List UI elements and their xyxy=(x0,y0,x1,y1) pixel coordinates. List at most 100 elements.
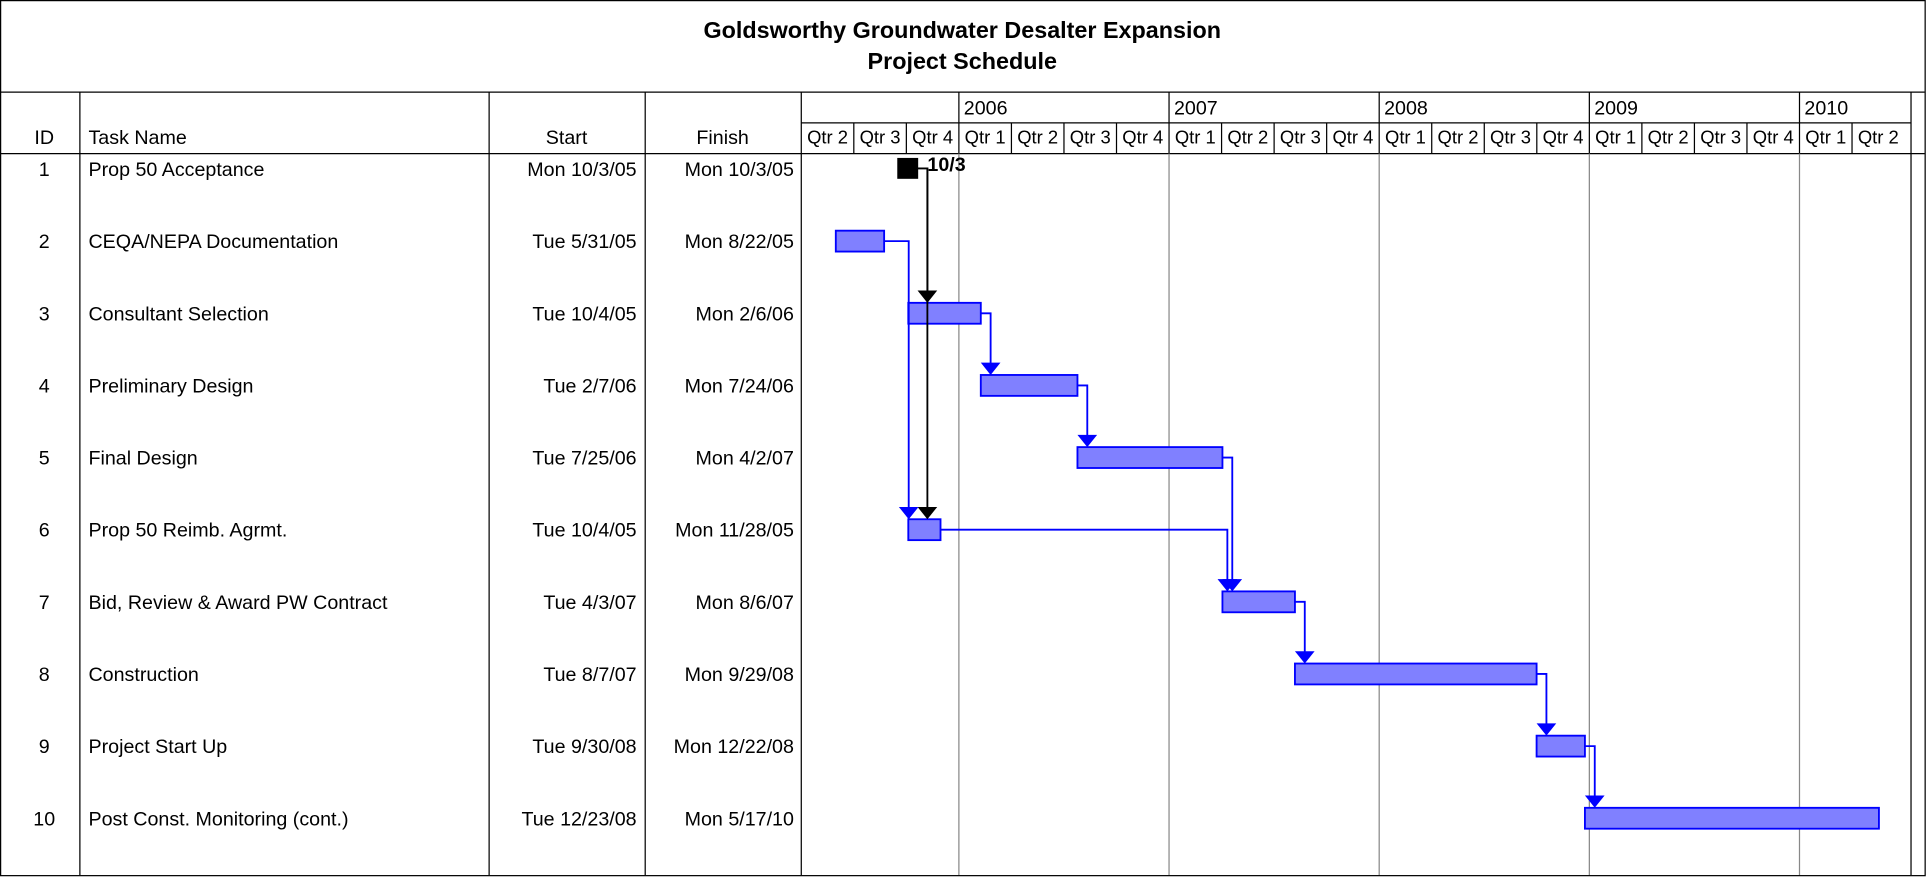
col-header: ID xyxy=(34,127,54,149)
link-arrow xyxy=(1077,434,1098,448)
task-start: Tue 5/31/05 xyxy=(532,231,636,253)
task-finish: Mon 2/6/06 xyxy=(696,303,794,325)
col-header: Finish xyxy=(696,127,748,149)
task-bar xyxy=(907,301,982,325)
col-header: Task Name xyxy=(88,127,186,149)
task-bar xyxy=(907,518,942,542)
task-bar xyxy=(1294,662,1538,686)
link xyxy=(1222,456,1234,581)
task-start: Tue 8/7/07 xyxy=(543,664,636,686)
link xyxy=(1536,673,1548,725)
subtitle: Project Schedule xyxy=(868,48,1057,74)
quarter-label: Qtr 3 xyxy=(1280,127,1321,148)
task-id: 8 xyxy=(39,664,50,686)
quarter-label: Qtr 4 xyxy=(1753,127,1794,148)
task-id: 4 xyxy=(39,375,50,397)
quarter-label: Qtr 2 xyxy=(807,127,848,148)
task-bar xyxy=(1221,590,1296,614)
quarter-label: Qtr 1 xyxy=(1385,127,1426,148)
quarter-label: Qtr 2 xyxy=(1227,127,1268,148)
milestone-label: 10/3 xyxy=(927,154,965,176)
quarter-label: Qtr 1 xyxy=(965,127,1006,148)
quarter-label: Qtr 2 xyxy=(1438,127,1479,148)
year-label: 2009 xyxy=(1594,98,1638,120)
year-label: 2007 xyxy=(1174,98,1218,120)
year-label: 2010 xyxy=(1804,98,1848,120)
quarter-label: Qtr 4 xyxy=(1543,127,1584,148)
link-arrow xyxy=(1584,795,1605,808)
task-bar xyxy=(1583,806,1880,830)
task-finish: Mon 5/17/10 xyxy=(685,808,794,830)
task-finish: Mon 10/3/05 xyxy=(685,159,794,181)
task-start: Mon 10/3/05 xyxy=(527,159,636,181)
link xyxy=(940,528,1229,581)
quarter-label: Qtr 4 xyxy=(1332,127,1373,148)
task-name: Project Start Up xyxy=(88,736,227,758)
link xyxy=(1584,745,1596,797)
task-id: 10 xyxy=(33,808,55,830)
link-arrow xyxy=(1294,651,1315,664)
task-start: Tue 10/4/05 xyxy=(532,303,636,325)
quarter-label: Qtr 3 xyxy=(1070,127,1111,148)
link xyxy=(1294,600,1306,653)
task-bar xyxy=(834,229,886,253)
task-name: Construction xyxy=(88,664,198,686)
task-finish: Mon 8/6/07 xyxy=(696,592,794,614)
task-bar xyxy=(1535,734,1586,758)
task-id: 7 xyxy=(39,592,50,614)
task-start: Tue 4/3/07 xyxy=(543,592,636,614)
link xyxy=(884,240,910,509)
task-name: Final Design xyxy=(88,448,197,470)
task-start: Tue 7/25/06 xyxy=(532,448,636,470)
task-start: Tue 2/7/06 xyxy=(543,375,636,397)
quarter-label: Qtr 2 xyxy=(1648,127,1689,148)
task-finish: Mon 8/22/05 xyxy=(685,231,794,253)
task-name: Consultant Selection xyxy=(88,303,268,325)
task-name: CEQA/NEPA Documentation xyxy=(88,231,338,253)
task-finish: Mon 9/29/08 xyxy=(685,664,794,686)
task-name: Preliminary Design xyxy=(88,375,253,397)
link-arrow xyxy=(898,506,919,520)
task-finish: Mon 12/22/08 xyxy=(674,736,794,758)
link xyxy=(980,312,992,364)
task-finish: Mon 11/28/05 xyxy=(675,520,794,542)
col-header: Start xyxy=(546,127,588,149)
milestone xyxy=(897,157,919,179)
quarter-label: Qtr 4 xyxy=(1122,127,1163,148)
link xyxy=(917,167,929,509)
link xyxy=(1077,384,1089,437)
year-label: 2006 xyxy=(964,98,1008,120)
task-id: 5 xyxy=(39,448,50,470)
task-id: 3 xyxy=(39,303,50,325)
quarter-label: Qtr 1 xyxy=(1175,127,1216,148)
quarter-label: Qtr 3 xyxy=(1700,127,1741,148)
task-id: 6 xyxy=(39,520,50,542)
link-arrow xyxy=(1217,579,1238,592)
quarter-label: Qtr 2 xyxy=(1017,127,1058,148)
task-start: Tue 10/4/05 xyxy=(532,520,636,542)
title: Goldsworthy Groundwater Desalter Expansi… xyxy=(703,17,1221,43)
quarter-label: Qtr 4 xyxy=(912,127,953,148)
quarter-label: Qtr 3 xyxy=(860,127,901,148)
task-id: 2 xyxy=(39,231,50,253)
task-bar xyxy=(979,374,1079,397)
task-name: Prop 50 Acceptance xyxy=(88,159,264,181)
task-start: Tue 9/30/08 xyxy=(532,736,636,758)
task-finish: Mon 4/2/07 xyxy=(696,448,794,470)
task-finish: Mon 7/24/06 xyxy=(685,375,794,397)
task-name: Bid, Review & Award PW Contract xyxy=(88,592,387,614)
task-id: 9 xyxy=(39,736,50,758)
task-id: 1 xyxy=(39,159,50,181)
link-arrow xyxy=(980,362,1001,375)
quarter-label: Qtr 1 xyxy=(1595,127,1636,148)
task-name: Post Const. Monitoring (cont.) xyxy=(88,808,348,830)
task-bar xyxy=(1076,446,1224,469)
year-label: 2008 xyxy=(1384,98,1428,120)
link xyxy=(917,167,929,292)
link-arrow xyxy=(1536,723,1557,736)
quarter-label: Qtr 2 xyxy=(1858,127,1899,148)
task-name: Prop 50 Reimb. Agrmt. xyxy=(88,520,287,542)
